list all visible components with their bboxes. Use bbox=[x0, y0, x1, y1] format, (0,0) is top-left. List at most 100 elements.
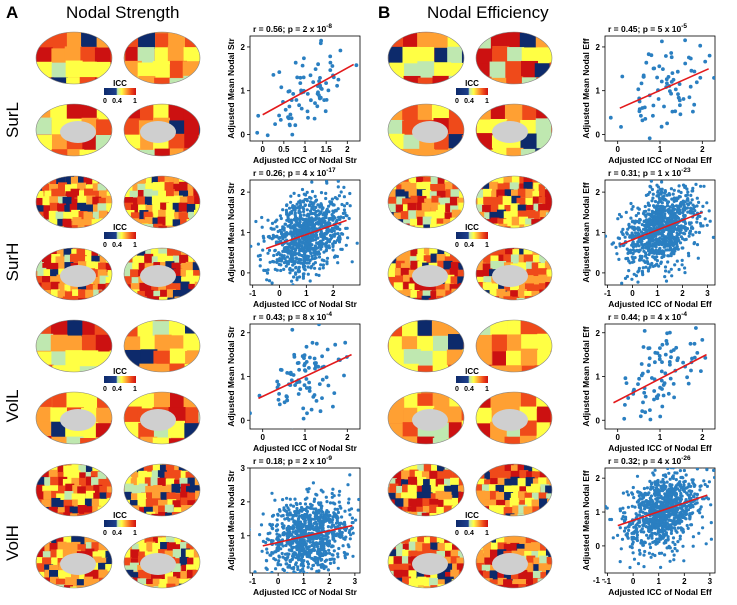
data-point bbox=[332, 391, 337, 395]
data-point bbox=[305, 214, 309, 218]
data-point bbox=[687, 482, 691, 486]
data-point bbox=[669, 254, 673, 258]
data-point bbox=[325, 209, 329, 213]
data-point bbox=[308, 200, 313, 204]
data-point bbox=[320, 258, 324, 262]
data-point bbox=[647, 203, 651, 207]
data-point bbox=[675, 240, 679, 244]
data-point bbox=[318, 232, 323, 236]
data-point bbox=[635, 533, 640, 537]
data-point bbox=[695, 468, 699, 471]
scatter-points bbox=[250, 180, 359, 285]
data-point bbox=[295, 531, 299, 535]
data-point bbox=[709, 503, 713, 507]
data-point bbox=[712, 76, 715, 80]
data-point bbox=[656, 189, 660, 193]
data-point bbox=[310, 180, 314, 184]
data-point bbox=[302, 225, 306, 229]
panel-letter-a: A bbox=[6, 3, 18, 22]
data-point bbox=[303, 502, 308, 506]
data-point bbox=[653, 241, 657, 245]
data-point bbox=[670, 509, 674, 513]
data-point bbox=[628, 248, 633, 252]
data-point bbox=[304, 237, 308, 242]
brain-surface-map bbox=[35, 247, 113, 301]
brain-surface-map bbox=[387, 535, 465, 589]
data-point bbox=[681, 513, 685, 517]
x-tick-label: -1 bbox=[249, 289, 257, 298]
data-point bbox=[689, 206, 693, 210]
data-point bbox=[672, 199, 676, 203]
data-point bbox=[326, 516, 331, 521]
data-point bbox=[278, 236, 282, 240]
data-point bbox=[320, 235, 324, 239]
data-point bbox=[641, 266, 645, 270]
data-point bbox=[621, 506, 625, 510]
data-point bbox=[650, 536, 654, 540]
data-point bbox=[306, 539, 310, 543]
y-axis-label: Adjusted Mean Nodal Str bbox=[226, 182, 236, 283]
data-point bbox=[670, 214, 674, 219]
data-point bbox=[641, 149, 645, 153]
data-point bbox=[297, 380, 302, 384]
data-point bbox=[653, 360, 657, 365]
data-point bbox=[311, 563, 315, 568]
data-point bbox=[668, 205, 672, 209]
data-point bbox=[664, 279, 669, 283]
data-point bbox=[326, 88, 331, 93]
data-point bbox=[295, 526, 299, 530]
row-label-voll: VolL bbox=[3, 389, 22, 422]
data-point bbox=[334, 224, 338, 229]
icc-legend-tick: 0 bbox=[103, 242, 107, 249]
data-point bbox=[256, 242, 260, 246]
data-point bbox=[340, 515, 344, 519]
data-point bbox=[648, 221, 653, 225]
data-point bbox=[668, 362, 672, 367]
data-point bbox=[691, 109, 695, 114]
data-point bbox=[659, 523, 663, 527]
data-point bbox=[660, 234, 664, 238]
data-point bbox=[702, 184, 706, 188]
data-point bbox=[285, 510, 289, 514]
data-point bbox=[643, 254, 648, 258]
data-point bbox=[317, 382, 322, 386]
data-point bbox=[709, 537, 714, 541]
data-point bbox=[684, 464, 687, 467]
data-point bbox=[292, 565, 296, 570]
data-point bbox=[319, 501, 323, 505]
icc-legend-title: ICC bbox=[113, 367, 127, 376]
data-point bbox=[305, 109, 310, 114]
data-point bbox=[672, 510, 677, 515]
data-point bbox=[337, 194, 341, 198]
data-point bbox=[314, 399, 319, 403]
data-point bbox=[651, 211, 656, 215]
data-point bbox=[287, 245, 291, 249]
data-point bbox=[292, 519, 296, 523]
data-point bbox=[669, 531, 674, 536]
data-point bbox=[644, 265, 648, 269]
y-axis-label: Adjusted Mean Nodal Eff bbox=[581, 470, 591, 570]
data-point bbox=[648, 408, 652, 412]
data-point bbox=[676, 92, 680, 96]
data-point bbox=[692, 242, 696, 246]
data-point bbox=[691, 480, 695, 485]
data-point bbox=[666, 254, 670, 258]
data-point bbox=[637, 250, 641, 254]
data-point bbox=[655, 259, 660, 263]
data-point bbox=[650, 523, 654, 527]
data-point bbox=[258, 258, 262, 262]
data-point bbox=[668, 330, 672, 335]
data-point bbox=[671, 382, 676, 386]
data-point bbox=[701, 468, 703, 469]
data-point bbox=[636, 231, 640, 235]
data-point bbox=[285, 398, 290, 403]
data-point bbox=[287, 219, 291, 223]
data-point bbox=[333, 196, 337, 200]
data-point bbox=[627, 269, 631, 273]
data-point bbox=[311, 219, 315, 223]
data-point bbox=[324, 558, 329, 562]
data-point bbox=[690, 458, 693, 461]
data-point bbox=[324, 375, 329, 380]
